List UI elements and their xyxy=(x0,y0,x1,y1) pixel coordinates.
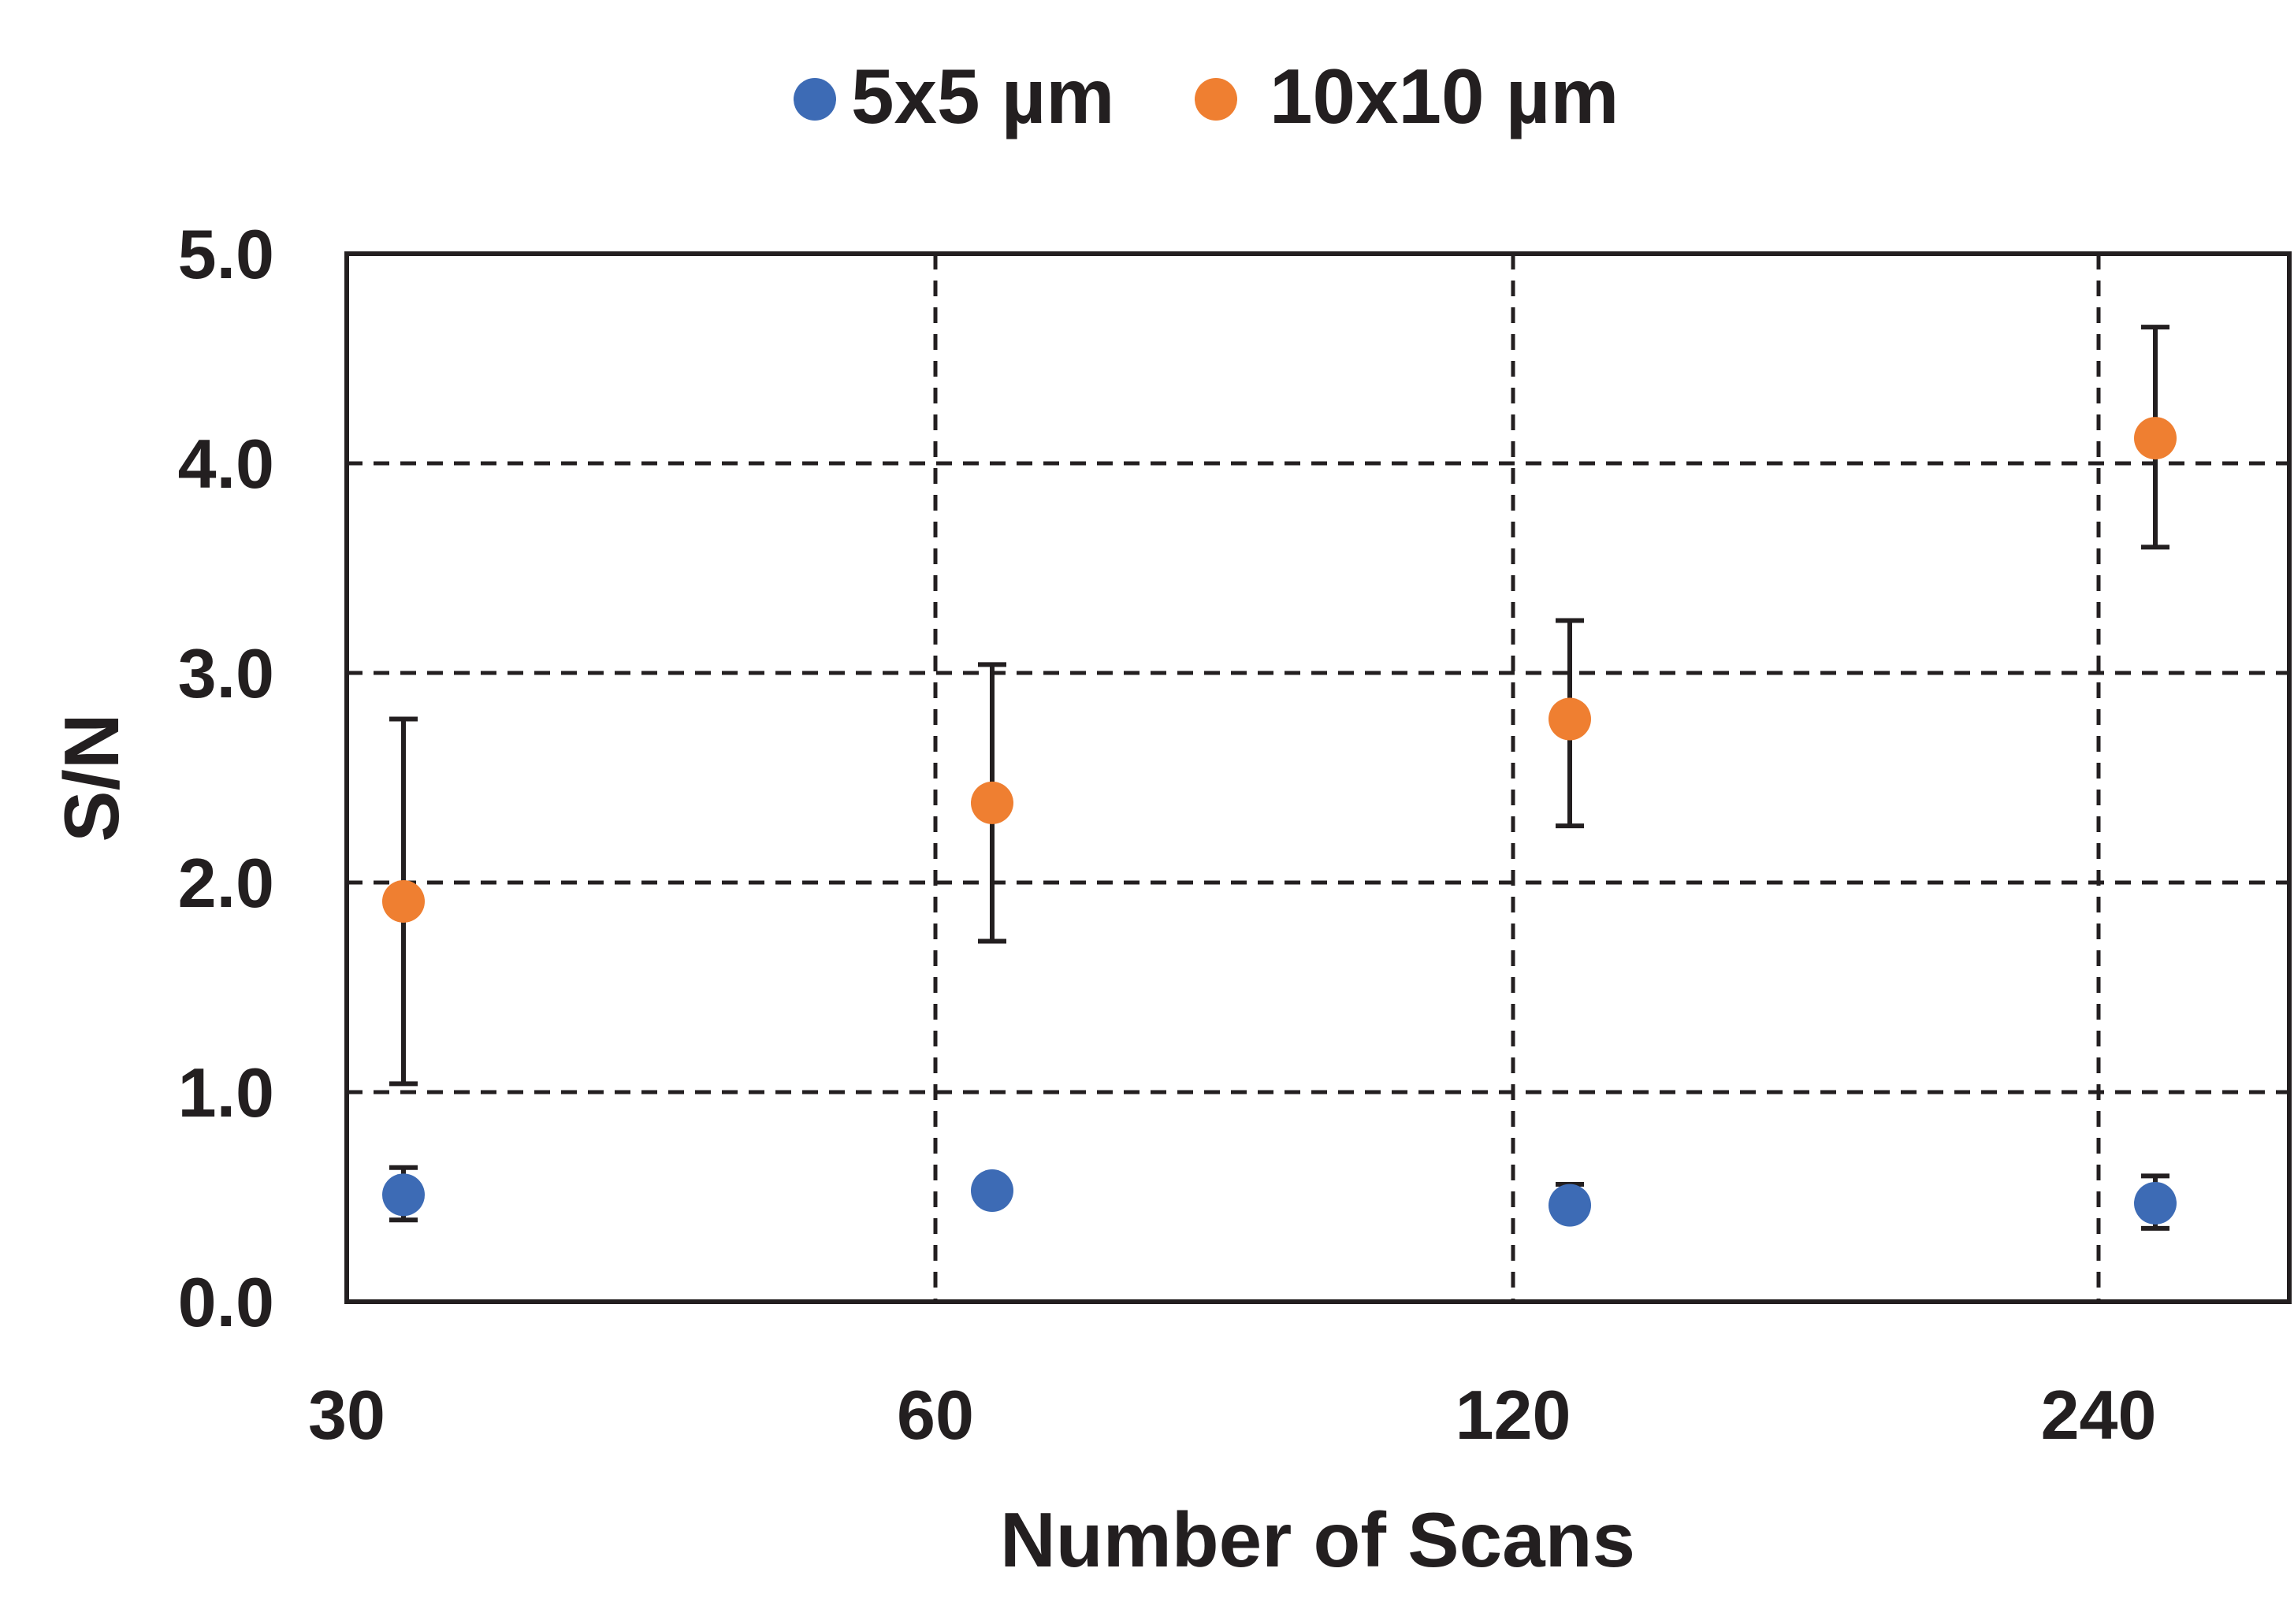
legend-marker xyxy=(794,78,836,121)
x-tick-label: 120 xyxy=(1456,1376,1571,1454)
legend-item: 5x5 µm xyxy=(794,53,1114,139)
x-tick-label: 60 xyxy=(897,1376,974,1454)
legend-label: 5x5 µm xyxy=(851,53,1114,139)
data-point-series-2 xyxy=(2134,417,2177,460)
data-point-series-2 xyxy=(1549,697,1591,741)
y-axis-title: S/N xyxy=(48,713,135,842)
x-tick-label: 240 xyxy=(2041,1376,2157,1454)
data-point-series-1 xyxy=(971,1169,1013,1213)
data-point-series-2 xyxy=(971,781,1013,824)
y-tick-label: 1.0 xyxy=(178,1054,274,1132)
x-axis-title: Number of Scans xyxy=(1000,1496,1635,1583)
legend-label: 10x10 µm xyxy=(1270,53,1619,139)
data-point-series-1 xyxy=(382,1173,425,1217)
legend-item: 10x10 µm xyxy=(1195,53,1619,139)
y-tick-label: 2.0 xyxy=(178,844,274,922)
y-tick-label: 0.0 xyxy=(178,1263,274,1341)
y-tick-label: 4.0 xyxy=(178,425,274,503)
legend-marker xyxy=(1195,78,1237,121)
plot-frame xyxy=(344,251,2292,1304)
data-point-series-2 xyxy=(382,879,425,923)
y-tick-label: 3.0 xyxy=(178,634,274,712)
x-tick-label: 30 xyxy=(308,1376,385,1454)
data-point-series-1 xyxy=(1549,1184,1591,1227)
data-point-series-1 xyxy=(2134,1181,2177,1225)
y-tick-label: 5.0 xyxy=(178,215,274,293)
